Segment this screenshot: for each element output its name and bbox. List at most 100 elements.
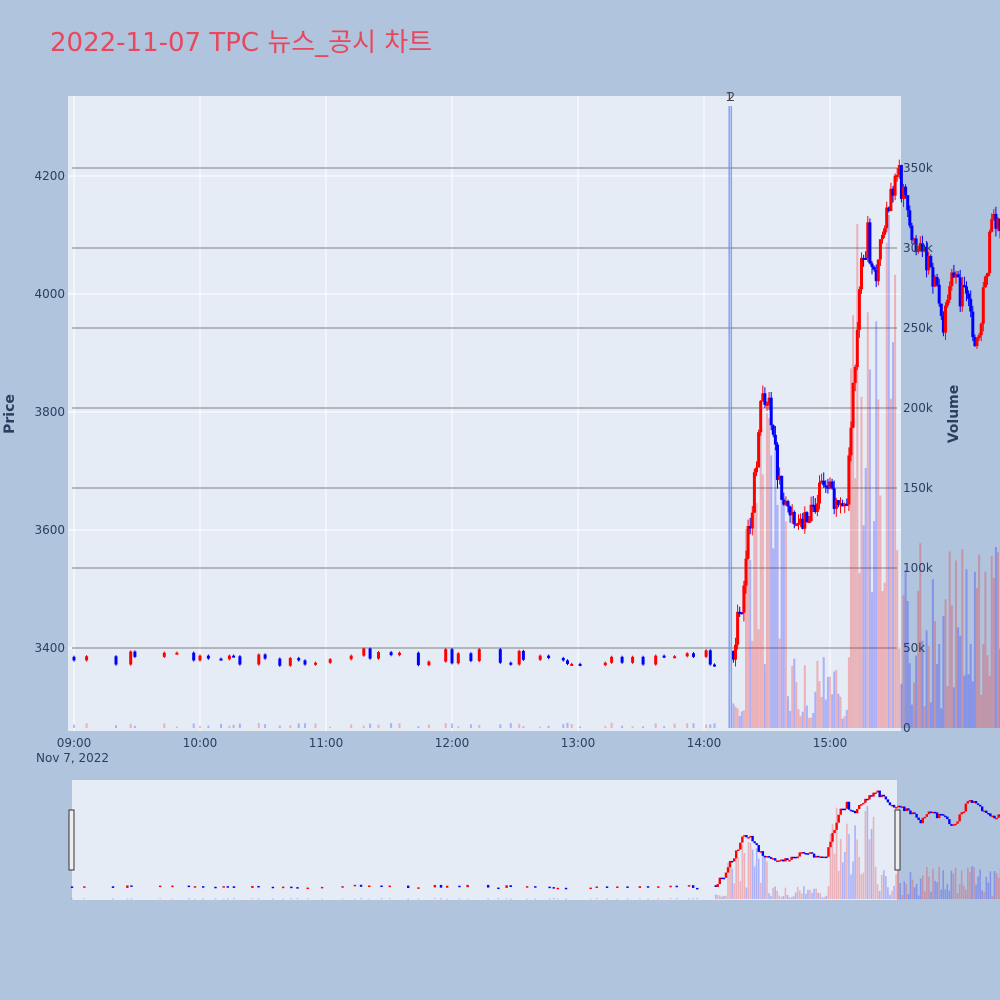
volume-bar	[232, 724, 235, 728]
mini-volume-bar	[928, 876, 930, 899]
mini-candle	[948, 819, 951, 825]
mini-candle	[978, 804, 982, 807]
candle-body	[872, 266, 876, 270]
x-tick-label: 09:00	[57, 736, 92, 750]
mini-candle	[989, 813, 992, 817]
volume-bar	[919, 543, 922, 728]
mini-volume-bar	[721, 896, 723, 899]
candle-body	[803, 512, 807, 529]
rangeslider[interactable]	[72, 780, 897, 900]
volume-bar	[570, 723, 573, 728]
candle-body	[450, 649, 454, 664]
y2-tick-label: 350k	[903, 161, 933, 175]
mini-candle	[130, 885, 133, 887]
candle-body	[631, 656, 635, 663]
mini-volume-bar	[809, 889, 811, 899]
candle-body	[349, 655, 353, 660]
candle-body	[303, 660, 307, 665]
mini-volume-bar	[856, 839, 858, 899]
candle-body	[469, 653, 473, 661]
rangeslider-left-handle[interactable]	[68, 809, 75, 871]
mini-volume-bar	[926, 866, 928, 899]
candle-body	[752, 472, 756, 513]
mini-candle	[931, 811, 935, 814]
mini-volume-bar	[735, 851, 737, 899]
volume-bar	[994, 546, 997, 728]
mini-volume-bar	[534, 898, 537, 900]
mini-candle	[825, 856, 828, 859]
mini-volume-bar	[839, 838, 842, 899]
volume-bar	[856, 224, 859, 728]
rangeslider-right-handle[interactable]	[894, 809, 901, 871]
mini-candle	[823, 856, 826, 859]
volume-bar	[329, 726, 332, 728]
mini-volume-bar	[952, 873, 955, 899]
volume-bar	[923, 706, 926, 728]
volume-bar	[944, 599, 947, 728]
mini-volume-bar	[222, 898, 225, 900]
volume-bar	[900, 683, 903, 728]
volume-bar	[931, 579, 934, 728]
mini-volume-bar	[714, 894, 717, 899]
candle-body	[792, 511, 796, 525]
candle-body	[807, 521, 811, 524]
mini-candle	[638, 886, 642, 888]
mini-candle	[847, 801, 851, 810]
volume-bar	[734, 706, 737, 728]
mini-volume-bar	[753, 866, 756, 899]
mini-volume-bar	[321, 898, 323, 900]
mini-volume-bar	[854, 825, 856, 899]
x-tick-label: 12:00	[435, 736, 470, 750]
mini-volume-bar	[977, 876, 979, 899]
mini-candle	[739, 842, 742, 850]
mini-candle	[849, 809, 853, 812]
volume-bar	[839, 696, 842, 728]
volume-bar	[877, 399, 880, 728]
candle-body	[685, 653, 689, 657]
mini-candle	[232, 886, 236, 888]
mini-candle	[827, 847, 830, 857]
x-tick-label: 11:00	[309, 736, 344, 750]
mini-candle	[257, 885, 260, 888]
mini-candle	[997, 814, 1000, 818]
volume-bar	[822, 657, 825, 728]
candle-body	[897, 165, 901, 176]
candle-body	[981, 287, 985, 324]
volume-bar	[692, 723, 695, 728]
mini-volume-bar	[272, 898, 274, 900]
mini-volume-bar	[958, 883, 961, 899]
news-marker-label[interactable]: 2	[727, 90, 735, 104]
candle-body	[198, 655, 202, 661]
mini-candle	[788, 859, 791, 862]
mini-candle	[987, 812, 990, 815]
mini-candle	[985, 810, 988, 813]
mini-candle	[976, 803, 980, 805]
volume-bar	[562, 724, 565, 728]
news-marker-label[interactable]: 1	[725, 90, 733, 104]
candle-body	[977, 335, 981, 339]
volume-bar	[768, 418, 771, 728]
volume-bar	[885, 242, 888, 728]
mini-candle	[862, 802, 865, 805]
mini-volume-bar	[872, 816, 875, 899]
mini-volume-bar	[360, 898, 362, 900]
volume-bar	[961, 549, 964, 728]
volume-bar	[793, 658, 796, 728]
candle-body	[578, 663, 582, 666]
volume-bar	[163, 723, 166, 728]
volume-bar	[871, 592, 873, 728]
mini-candle	[798, 852, 801, 857]
mini-volume-bar	[505, 898, 508, 900]
candle-body	[811, 504, 815, 507]
volume-bar	[833, 671, 836, 728]
mini-volume-bar	[815, 888, 817, 899]
mini-volume-bar	[548, 898, 551, 900]
mini-volume-bar	[616, 898, 619, 900]
mini-volume-bar	[417, 898, 420, 900]
mini-volume-bar	[858, 856, 860, 899]
mini-volume-bar	[194, 898, 196, 900]
y2-tick-label: 200k	[903, 401, 933, 415]
volume-bar	[929, 702, 932, 728]
mini-candle	[722, 877, 726, 880]
y-tick-label: 4000	[34, 287, 65, 301]
